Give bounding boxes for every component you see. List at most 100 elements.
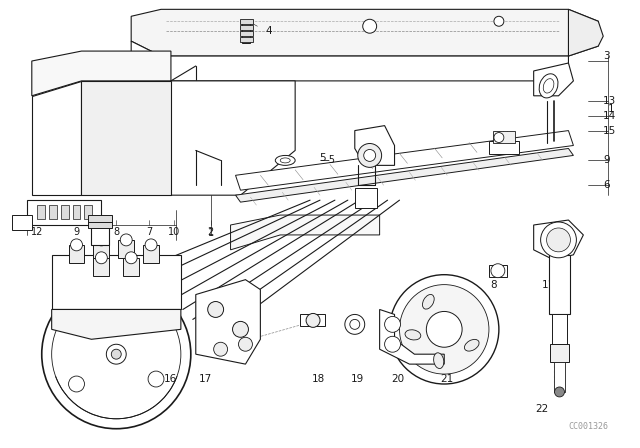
Circle shape xyxy=(541,222,577,258)
Bar xyxy=(27,200,101,225)
Circle shape xyxy=(426,311,462,347)
Polygon shape xyxy=(534,63,573,96)
Bar xyxy=(300,314,325,326)
Bar xyxy=(124,258,139,276)
Circle shape xyxy=(491,264,505,278)
Text: 10: 10 xyxy=(168,227,180,237)
Ellipse shape xyxy=(539,74,558,98)
Circle shape xyxy=(208,302,223,318)
Polygon shape xyxy=(380,310,444,364)
Text: 22: 22 xyxy=(535,404,548,414)
Text: 16: 16 xyxy=(164,374,177,384)
Text: 1: 1 xyxy=(207,228,214,238)
Polygon shape xyxy=(32,81,81,195)
Bar xyxy=(239,25,253,30)
Text: 17: 17 xyxy=(199,374,212,384)
Text: 9: 9 xyxy=(604,155,610,165)
Text: 19: 19 xyxy=(351,374,364,384)
Polygon shape xyxy=(131,9,598,56)
Bar xyxy=(49,205,57,219)
Polygon shape xyxy=(196,280,260,364)
Bar xyxy=(88,222,112,228)
Ellipse shape xyxy=(275,155,295,165)
Text: 7: 7 xyxy=(146,227,152,237)
Bar xyxy=(239,19,253,24)
Bar xyxy=(143,245,159,263)
Text: 13: 13 xyxy=(604,96,616,106)
Circle shape xyxy=(68,376,84,392)
Ellipse shape xyxy=(465,340,479,351)
Ellipse shape xyxy=(422,294,434,309)
Circle shape xyxy=(358,143,381,168)
Bar xyxy=(550,344,570,362)
Circle shape xyxy=(494,16,504,26)
Circle shape xyxy=(159,280,169,289)
Bar xyxy=(493,130,515,142)
Text: 21: 21 xyxy=(440,374,454,384)
Circle shape xyxy=(385,336,401,352)
Circle shape xyxy=(214,342,228,356)
Circle shape xyxy=(239,337,252,351)
Text: —5: —5 xyxy=(320,155,336,165)
Polygon shape xyxy=(534,220,583,260)
Ellipse shape xyxy=(405,330,420,340)
Bar xyxy=(243,21,250,43)
Circle shape xyxy=(554,387,564,397)
Circle shape xyxy=(145,239,157,251)
Polygon shape xyxy=(52,255,181,310)
Text: 15: 15 xyxy=(604,125,616,136)
Circle shape xyxy=(306,314,320,327)
Bar xyxy=(239,37,253,42)
Text: 11: 11 xyxy=(542,280,555,289)
Text: 8: 8 xyxy=(113,227,119,237)
Circle shape xyxy=(95,252,108,264)
Bar xyxy=(355,188,377,208)
Polygon shape xyxy=(52,310,181,339)
Text: CC001326: CC001326 xyxy=(568,422,609,431)
Bar xyxy=(489,141,519,155)
Text: 18: 18 xyxy=(312,374,324,384)
Bar xyxy=(552,314,568,344)
Circle shape xyxy=(547,228,570,252)
Ellipse shape xyxy=(434,353,444,369)
Circle shape xyxy=(399,284,489,374)
Text: 14: 14 xyxy=(604,111,616,121)
Text: 9: 9 xyxy=(74,227,79,237)
Bar xyxy=(72,205,81,219)
Bar xyxy=(239,31,253,36)
Circle shape xyxy=(171,289,181,300)
Polygon shape xyxy=(230,215,380,250)
Circle shape xyxy=(106,344,126,364)
Circle shape xyxy=(148,371,164,387)
Bar xyxy=(548,255,570,314)
Text: 5: 5 xyxy=(319,153,326,164)
Polygon shape xyxy=(236,130,573,190)
Bar xyxy=(88,215,112,223)
Circle shape xyxy=(364,150,376,161)
Text: 6: 6 xyxy=(604,180,610,190)
Polygon shape xyxy=(355,125,394,165)
Circle shape xyxy=(390,275,499,384)
Circle shape xyxy=(125,252,137,264)
Text: 1: 1 xyxy=(545,230,552,240)
Bar xyxy=(61,205,68,219)
Circle shape xyxy=(345,314,365,334)
Text: 1: 1 xyxy=(608,104,615,114)
Text: 2: 2 xyxy=(207,227,214,237)
Ellipse shape xyxy=(543,79,554,93)
Polygon shape xyxy=(236,148,573,202)
Circle shape xyxy=(111,349,121,359)
Polygon shape xyxy=(131,41,568,81)
Circle shape xyxy=(42,280,191,429)
Polygon shape xyxy=(81,81,171,195)
Polygon shape xyxy=(32,51,171,96)
Text: 12: 12 xyxy=(31,227,43,237)
Bar xyxy=(93,240,109,258)
Circle shape xyxy=(120,234,132,246)
Bar xyxy=(554,362,566,392)
Circle shape xyxy=(363,19,377,33)
Bar xyxy=(93,258,109,276)
Text: 20: 20 xyxy=(391,374,404,384)
Text: 3: 3 xyxy=(604,51,610,61)
Text: 4: 4 xyxy=(265,26,271,36)
